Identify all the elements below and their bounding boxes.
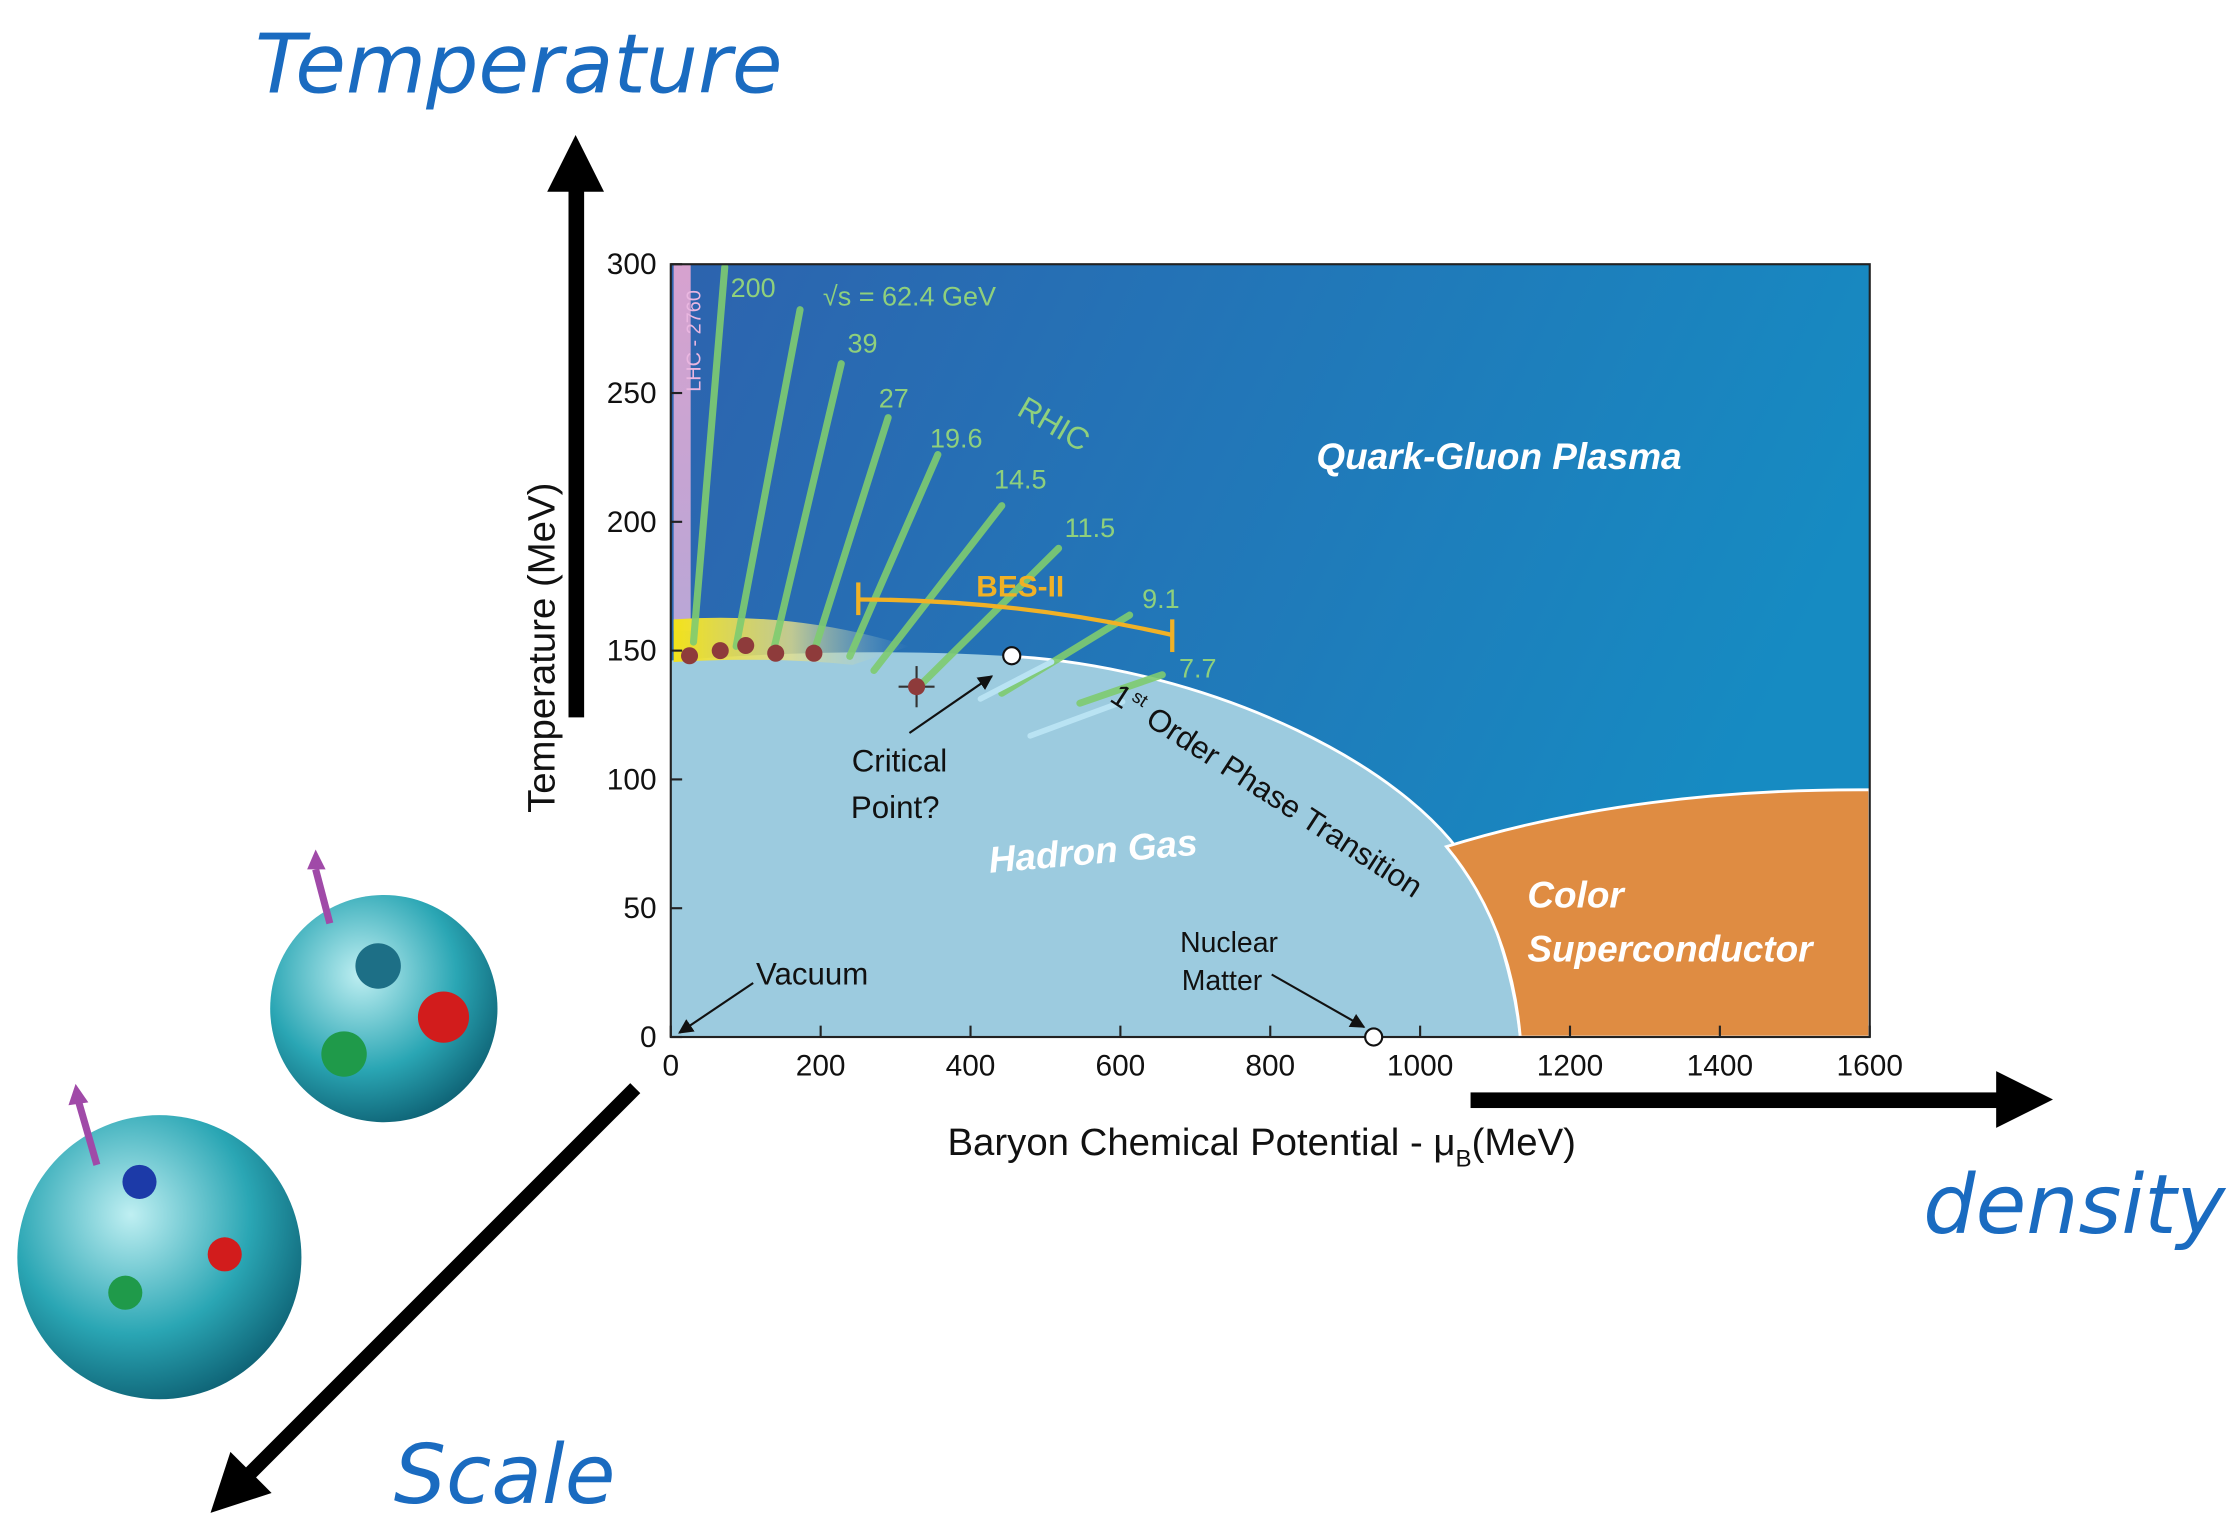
x-tick-label: 800 [1245, 1049, 1295, 1082]
energy-label: 7.7 [1179, 654, 1217, 684]
region-label: Color [1527, 875, 1626, 916]
proton-illustration [17, 1084, 301, 1399]
energy-label: 14.5 [994, 465, 1047, 495]
region-label: Superconductor [1527, 929, 1815, 970]
y-tick-label: 0 [640, 1021, 657, 1054]
energy-label: 27 [879, 384, 909, 414]
big-axis-label: Temperature [255, 17, 782, 112]
point [737, 637, 754, 654]
point [1003, 647, 1020, 664]
energy-label: √s = 62.4 GeV [823, 281, 996, 311]
x-axis-title: Baryon Chemical Potential - μB(MeV) [947, 1121, 1575, 1172]
point [908, 678, 925, 695]
region-label: Quark-Gluon Plasma [1316, 436, 1681, 477]
x-tick-label: 600 [1096, 1049, 1146, 1082]
point [681, 647, 698, 664]
y-tick-label: 250 [607, 377, 657, 410]
y-tick-label: 300 [607, 248, 657, 281]
annotation: BES-II [976, 571, 1064, 604]
energy-label: 39 [848, 328, 878, 358]
x-tick-label: 200 [796, 1049, 846, 1082]
phase-diagram-figure: Quark-Gluon Plasma Hadron Gas Color Supe… [0, 0, 2228, 1520]
x-tick-label: 1400 [1687, 1049, 1753, 1082]
y-tick-label: 200 [607, 506, 657, 539]
annotation: Critical [852, 743, 948, 778]
proton-illustration [270, 849, 497, 1122]
y-tick-label: 50 [623, 892, 656, 925]
annotation: LHC - 2760 [684, 290, 706, 392]
point [767, 645, 784, 662]
x-tick-label: 1600 [1837, 1049, 1903, 1082]
y-axis-title: Temperature (MeV) [520, 483, 563, 813]
x-tick-label: 1000 [1387, 1049, 1453, 1082]
x-axis-title-main: Baryon Chemical Potential - μ [947, 1121, 1455, 1164]
annotation: Nuclear [1180, 927, 1278, 959]
annotation: Point? [851, 790, 940, 825]
big-axis-label: density [1923, 1158, 2226, 1253]
x-axis-title-sub: B [1455, 1145, 1471, 1172]
energy-label: 200 [731, 273, 776, 303]
x-tick-label: 1200 [1537, 1049, 1603, 1082]
point [805, 645, 822, 662]
y-tick-label: 150 [607, 635, 657, 668]
point [1365, 1028, 1382, 1045]
annotation: Matter [1182, 965, 1263, 997]
y-tick-label: 100 [607, 763, 657, 796]
point [712, 642, 729, 659]
energy-label: 11.5 [1065, 513, 1116, 543]
x-axis-title-unit: (MeV) [1472, 1121, 1576, 1164]
x-tick-label: 0 [662, 1049, 679, 1082]
x-tick-label: 400 [946, 1049, 996, 1082]
energy-label: 9.1 [1142, 584, 1180, 614]
big-axis-label: Scale [394, 1428, 616, 1520]
energy-label: 19.6 [930, 423, 983, 453]
annotation: Vacuum [756, 956, 868, 991]
